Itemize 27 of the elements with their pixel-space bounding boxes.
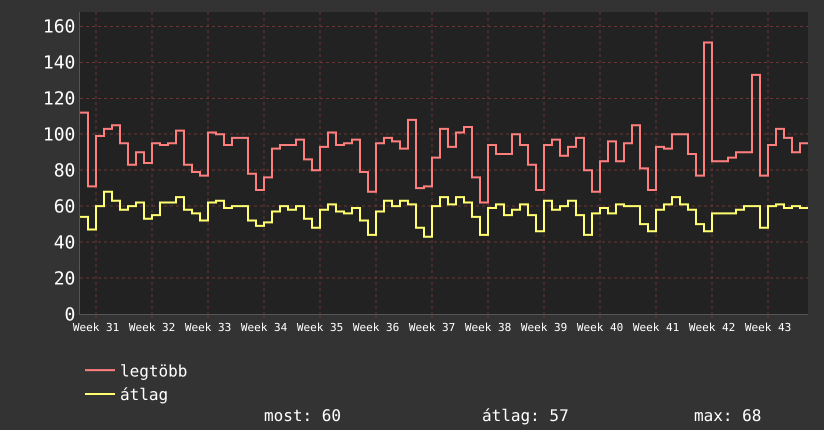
x-tick-label: Week 39: [520, 321, 568, 334]
x-tick-label: Week 32: [128, 321, 176, 334]
x-tick-label: Week 31: [72, 321, 120, 334]
y-tick-label: 20: [54, 268, 76, 290]
y-tick-label: 100: [42, 124, 76, 146]
text: átlag: 57: [482, 406, 569, 425]
x-tick-label: Week 33: [184, 321, 232, 334]
x-tick-label: Week 42: [688, 321, 736, 334]
x-tick-label: Week 43: [744, 321, 792, 334]
y-tick-label: 160: [42, 16, 76, 38]
x-tick-label: Week 35: [296, 321, 344, 334]
legend-label: legtöbb: [120, 361, 188, 380]
text: max: 68: [694, 406, 762, 425]
y-tick-label: 120: [42, 88, 76, 110]
text: most: 60: [264, 406, 342, 425]
y-tick-label: 0: [64, 304, 76, 326]
x-tick-label: Week 41: [632, 321, 680, 334]
y-tick-label: 60: [54, 196, 76, 218]
y-tick-label: 140: [42, 52, 76, 74]
x-tick-label: Week 37: [408, 321, 456, 334]
x-tick-label: Week 38: [464, 321, 512, 334]
legend-label: átlag: [120, 385, 168, 404]
x-tick-label: Week 34: [240, 321, 288, 334]
x-tick-label: Week 36: [352, 321, 400, 334]
y-tick-label: 80: [54, 160, 76, 182]
y-tick-label: 40: [54, 232, 76, 254]
x-tick-label: Week 40: [576, 321, 624, 334]
